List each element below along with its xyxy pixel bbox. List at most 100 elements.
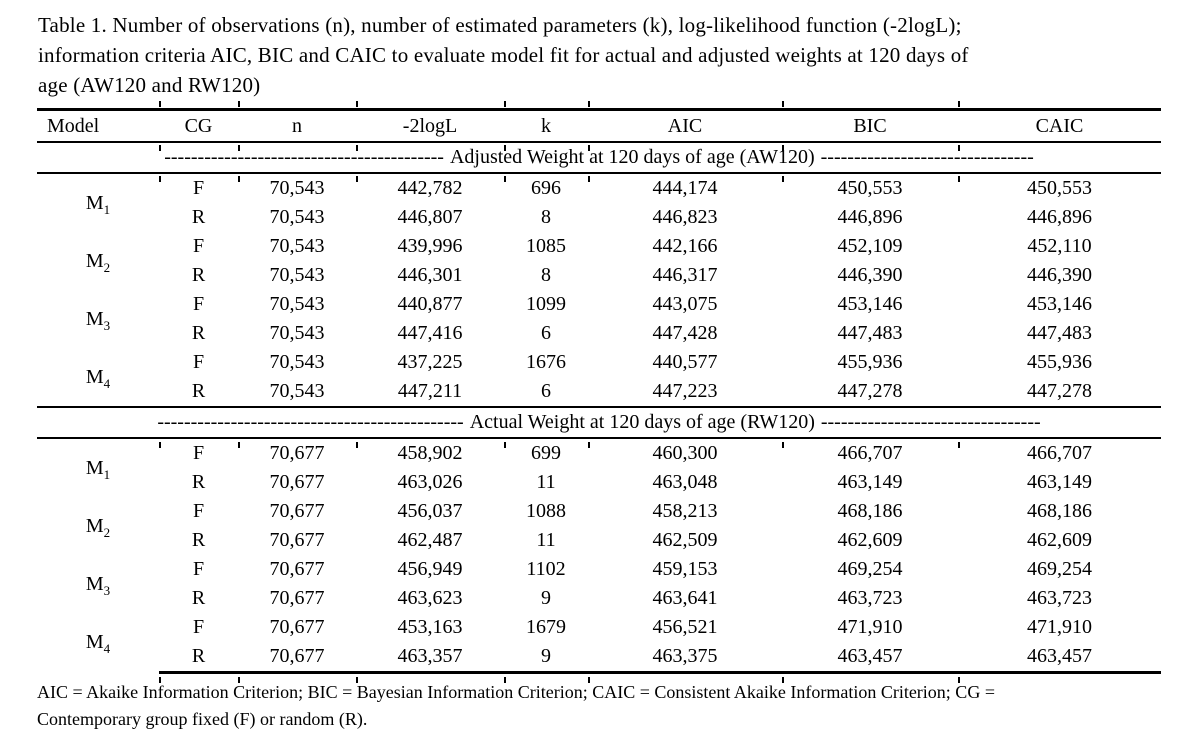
model-label: M4 (85, 631, 111, 657)
cell-cg: F (192, 293, 205, 315)
cell-caic: 468,186 (1027, 500, 1092, 522)
model-label: M4 (85, 365, 111, 391)
cell-k: 6 (541, 322, 551, 344)
cell-caic: 463,723 (1027, 587, 1092, 609)
data-row: R 70,677 463,026 11 463,048 463,149 463,… (37, 468, 1161, 497)
cell-caic: 453,146 (1027, 293, 1092, 315)
dashes-left: ----------------------------------------… (164, 146, 444, 168)
column-border-tick (588, 176, 590, 182)
cell-2logl: 463,026 (397, 471, 463, 493)
cell-n: 70,543 (269, 177, 325, 199)
section-header-aw120: ----------------------------------------… (37, 142, 1161, 174)
column-border-tick (238, 176, 240, 182)
column-border-tick (159, 145, 161, 151)
cell-2logl: 446,301 (397, 264, 463, 286)
column-border-tick (504, 677, 506, 683)
cell-n: 70,543 (269, 206, 325, 228)
cell-n: 70,677 (269, 471, 325, 493)
cell-2logl: 437,225 (397, 351, 463, 373)
cell-aic: 456,521 (652, 616, 718, 638)
col-header-model: Model (37, 108, 159, 143)
column-border-tick (782, 176, 784, 182)
cell-caic: 447,278 (1027, 380, 1092, 402)
cell-2logl: 463,623 (397, 587, 463, 609)
data-row: M1 F 70,543 442,782 696 444,174 450,553 … (37, 173, 1161, 216)
column-border-tick (356, 145, 358, 151)
cell-aic: 463,048 (652, 471, 718, 493)
cell-n: 70,543 (269, 351, 325, 373)
cell-2logl: 453,163 (397, 616, 463, 638)
data-row: R 70,543 446,807 8 446,823 446,896 446,8… (37, 203, 1161, 232)
data-row: M3 F 70,677 456,949 1102 459,153 469,254… (37, 555, 1161, 597)
column-border-tick (159, 442, 161, 448)
cell-n: 70,677 (269, 529, 325, 551)
cell-k: 6 (541, 380, 551, 402)
cell-k: 1679 (526, 616, 566, 638)
column-border-tick (958, 176, 960, 182)
cell-caic: 469,254 (1027, 558, 1092, 580)
cell-caic: 446,896 (1027, 206, 1092, 228)
cell-n: 70,677 (269, 587, 325, 609)
column-border-tick (958, 677, 960, 683)
cell-cg: F (192, 351, 205, 373)
data-row: M2 F 70,677 456,037 1088 458,213 468,186… (37, 497, 1161, 539)
cell-cg: F (192, 177, 205, 199)
section-header-rw120: ----------------------------------------… (37, 406, 1161, 439)
column-border-tick (782, 101, 784, 107)
column-border-tick (504, 101, 506, 107)
cell-caic: 466,707 (1027, 442, 1092, 464)
cell-cg: F (192, 558, 205, 580)
cell-cg: R (191, 587, 206, 609)
cell-caic: 455,936 (1027, 351, 1092, 373)
cell-n: 70,677 (269, 500, 325, 522)
cell-2logl: 446,807 (397, 206, 463, 228)
cell-aic: 440,577 (652, 351, 718, 373)
cell-caic: 452,110 (1027, 235, 1092, 257)
cell-cg: R (159, 642, 238, 674)
cell-k: 1676 (526, 351, 566, 373)
cell-aic: 458,213 (652, 500, 718, 522)
col-header-k: k (504, 108, 588, 143)
column-border-tick (588, 677, 590, 683)
data-row: R 70,543 446,301 8 446,317 446,390 446,3… (37, 261, 1161, 290)
cell-aic: 444,174 (652, 177, 718, 199)
cell-caic: 463,457 (958, 642, 1161, 674)
cell-bic: 453,146 (837, 293, 903, 315)
cell-bic: 466,707 (837, 442, 903, 464)
model-label: M1 (85, 191, 111, 217)
section-label: Adjusted Weight at 120 days of age (AW12… (449, 146, 815, 168)
cell-bic: 447,483 (837, 322, 903, 344)
footnote-line-2: Contemporary group fixed (F) or random (… (37, 709, 368, 729)
column-border-tick (782, 442, 784, 448)
cell-bic: 450,553 (837, 177, 903, 199)
data-row: M4 F 70,543 437,225 1676 440,577 455,936… (37, 348, 1161, 390)
cell-2logl: 442,782 (397, 177, 463, 199)
table-header-row: Model CG n -2logL k AIC BIC CAIC (37, 108, 1161, 143)
caption-line-2: information criteria AIC, BIC and CAIC t… (38, 43, 969, 67)
column-border-tick (504, 176, 506, 182)
cell-aic: 463,641 (652, 587, 718, 609)
cell-2logl: 463,357 (356, 642, 504, 674)
cell-bic: 452,109 (837, 235, 903, 257)
data-row: M4 F 70,677 453,163 1679 456,521 471,910… (37, 613, 1161, 656)
table-caption: Table 1. Number of observations (n), num… (38, 10, 1171, 100)
column-border-tick (958, 101, 960, 107)
column-border-tick (958, 442, 960, 448)
cell-bic: 455,936 (837, 351, 903, 373)
cell-bic: 447,278 (837, 380, 903, 402)
cell-k: 1088 (526, 500, 566, 522)
model-label: M3 (85, 572, 111, 598)
column-border-tick (238, 677, 240, 683)
section-label: Actual Weight at 120 days of age (RW120) (469, 411, 815, 433)
cell-cg: F (192, 616, 205, 638)
cell-aic: 459,153 (652, 558, 718, 580)
dashes-right: --------------------------------- (820, 411, 1041, 433)
column-border-tick (782, 145, 784, 151)
cell-bic: 446,896 (837, 206, 903, 228)
cell-k: 9 (541, 587, 551, 609)
cell-2logl: 447,211 (397, 380, 463, 402)
column-border-tick (356, 101, 358, 107)
cell-k: 11 (536, 529, 556, 551)
cell-2logl: 439,996 (397, 235, 463, 257)
table-footnote: AIC = Akaike Information Criterion; BIC … (37, 679, 1171, 733)
